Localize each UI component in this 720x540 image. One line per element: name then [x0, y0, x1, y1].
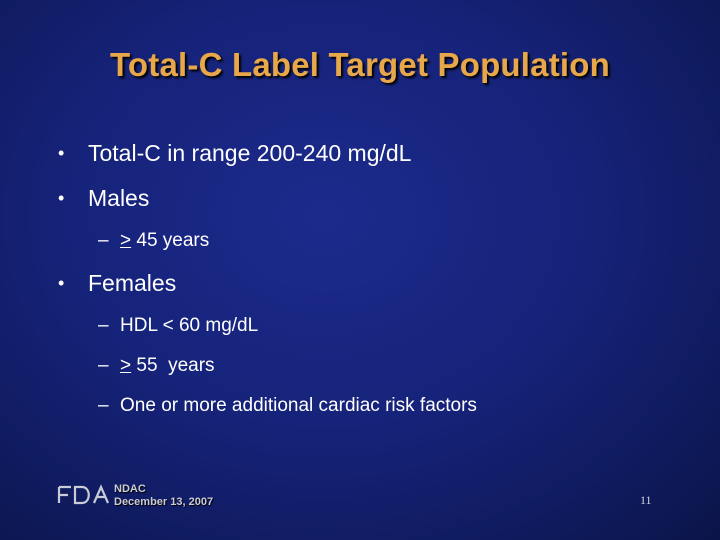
sub-bullet-risk-factors: – One or more additional cardiac risk fa…	[58, 393, 698, 419]
bullet-text: Males	[88, 185, 150, 211]
sub-bullet-dash: –	[98, 315, 109, 336]
sub-bullet-male-age: – > 45 years	[58, 228, 698, 254]
slide-title: Total-C Label Target Population	[110, 46, 610, 83]
greater-equal-symbol: >	[120, 355, 132, 376]
bullet-marker: •	[58, 143, 65, 163]
bullet-males: • Males	[58, 183, 698, 213]
greater-equal-symbol: >	[120, 230, 132, 251]
sub-bullet-dash: –	[98, 395, 109, 416]
bullet-marker: •	[58, 273, 65, 293]
bullet-text: Total-C in range 200-240 mg/dL	[88, 140, 412, 166]
bullet-females: • Females	[58, 268, 698, 298]
sub-bullet-dash: –	[98, 230, 109, 251]
fda-logo-icon	[57, 484, 110, 505]
bullet-text: Females	[88, 270, 177, 296]
slide-content: • Total-C in range 200-240 mg/dL • Males…	[58, 138, 698, 433]
sub-bullet-hdl: – HDL < 60 mg/dL	[58, 313, 698, 339]
footer-line1: NDAC	[114, 483, 146, 495]
sub-bullet-text: One or more additional cardiac risk fact…	[120, 395, 477, 416]
page-number: 11	[640, 493, 652, 507]
footer-line2: December 13, 2007	[114, 496, 214, 508]
sub-bullet-dash: –	[98, 355, 109, 376]
bullet-total-c: • Total-C in range 200-240 mg/dL	[58, 138, 698, 168]
sub-bullet-text: 55 years	[131, 355, 215, 376]
sub-bullet-text: HDL < 60 mg/dL	[120, 315, 259, 336]
bullet-marker: •	[58, 188, 65, 208]
sub-bullet-female-age: – > 55 years	[58, 353, 698, 379]
footer-meeting-info: NDAC December 13, 2007	[114, 483, 213, 509]
sub-bullet-text: 45 years	[131, 230, 210, 251]
